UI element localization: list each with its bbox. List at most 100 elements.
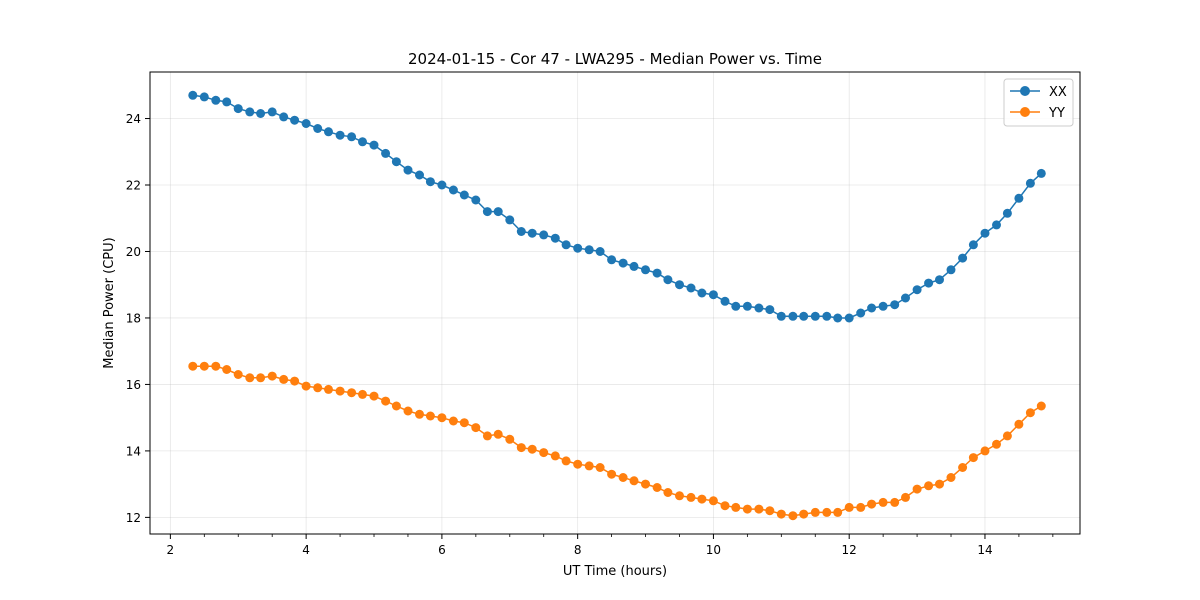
x-tick-label: 8 [574, 543, 582, 557]
data-point-xx [391, 157, 401, 167]
data-point-xx [199, 92, 209, 102]
data-point-yy [1036, 401, 1046, 411]
data-point-xx [584, 245, 594, 255]
y-axis-label: Median Power (CPU) [102, 237, 117, 368]
data-point-yy [279, 374, 289, 384]
data-point-yy [686, 492, 696, 502]
data-point-yy [459, 418, 469, 428]
data-point-yy [335, 386, 345, 396]
data-point-xx [663, 275, 673, 285]
data-point-xx [539, 230, 549, 240]
data-point-yy [935, 479, 944, 489]
legend-xx-marker [1020, 86, 1030, 96]
data-point-yy [799, 509, 809, 519]
data-point-xx [901, 293, 910, 303]
data-point-yy [754, 504, 764, 514]
data-point-xx [810, 311, 820, 321]
x-tick-label: 14 [977, 543, 992, 557]
data-point-xx [279, 112, 289, 122]
data-point-yy [822, 507, 832, 517]
data-point-yy [505, 434, 515, 444]
data-point-xx [381, 148, 391, 158]
data-point-yy [731, 502, 741, 512]
data-point-xx [448, 185, 458, 195]
data-point-xx [788, 311, 798, 321]
data-point-xx [324, 127, 333, 137]
grid [150, 72, 1080, 534]
data-point-xx [573, 243, 583, 253]
data-point-yy [425, 411, 435, 421]
data-point-xx [222, 97, 232, 107]
data-point-yy [415, 409, 424, 419]
data-point-yy [675, 491, 684, 501]
x-tick-label: 6 [438, 543, 446, 557]
data-point-xx [482, 207, 492, 217]
data-point-xx [946, 265, 956, 275]
data-point-yy [482, 431, 492, 441]
data-point-xx [516, 227, 526, 236]
data-series [188, 90, 1046, 521]
legend-yy-marker [1020, 107, 1030, 117]
data-point-xx [629, 261, 639, 271]
data-point-yy [980, 446, 990, 456]
data-point-xx [754, 303, 764, 313]
data-point-xx [968, 240, 978, 250]
y-tick-label: 20 [126, 245, 141, 259]
data-point-xx [833, 313, 843, 323]
data-point-xx [822, 311, 832, 321]
data-point-xx [1002, 208, 1012, 218]
data-point-yy [267, 371, 277, 381]
data-point-xx [924, 278, 934, 288]
data-point-yy [708, 496, 718, 506]
data-point-xx [595, 247, 605, 256]
y-tick-label: 18 [126, 311, 141, 325]
x-tick-label: 10 [706, 543, 721, 557]
y-tick-label: 22 [126, 179, 141, 193]
x-tick-label: 12 [842, 543, 857, 557]
data-point-yy [527, 444, 537, 454]
data-point-xx [675, 280, 684, 290]
data-point-yy [211, 361, 221, 371]
data-point-yy [324, 384, 333, 394]
data-point-xx [731, 301, 741, 311]
data-point-yy [391, 401, 401, 411]
data-point-yy [256, 373, 266, 383]
x-axis-label: UT Time (hours) [563, 564, 667, 579]
data-point-xx [686, 283, 696, 293]
data-point-xx [1025, 178, 1035, 188]
data-point-yy [867, 499, 877, 509]
data-point-yy [958, 463, 968, 472]
data-point-yy [516, 443, 526, 453]
data-point-yy [595, 463, 605, 472]
data-point-yy [968, 453, 978, 463]
data-point-yy [663, 488, 673, 497]
data-point-xx [765, 305, 775, 315]
data-point-xx [867, 303, 877, 313]
y-tick-label: 16 [126, 378, 141, 392]
x-tick-label: 2 [167, 543, 175, 557]
data-point-yy [629, 476, 639, 486]
data-point-yy [573, 459, 583, 469]
data-point-yy [493, 429, 503, 439]
data-point-xx [844, 313, 854, 323]
y-tick-label: 14 [126, 444, 141, 458]
data-point-yy [697, 494, 707, 504]
data-point-xx [188, 90, 198, 100]
y-tick-label: 24 [126, 112, 141, 126]
legend-yy-label: YY [1048, 106, 1065, 121]
data-point-yy [720, 501, 730, 511]
data-point-xx [1014, 193, 1024, 203]
data-point-xx [992, 220, 1001, 230]
data-point-yy [1014, 419, 1024, 429]
data-point-xx [720, 296, 730, 306]
data-point-yy [810, 507, 820, 517]
data-point-yy [946, 473, 956, 482]
data-point-xx [233, 104, 243, 114]
data-point-yy [788, 511, 798, 521]
data-point-yy [539, 448, 549, 458]
data-point-xx [313, 124, 323, 133]
data-point-xx [527, 228, 537, 238]
data-point-yy [550, 451, 560, 461]
data-point-xx [708, 290, 718, 300]
